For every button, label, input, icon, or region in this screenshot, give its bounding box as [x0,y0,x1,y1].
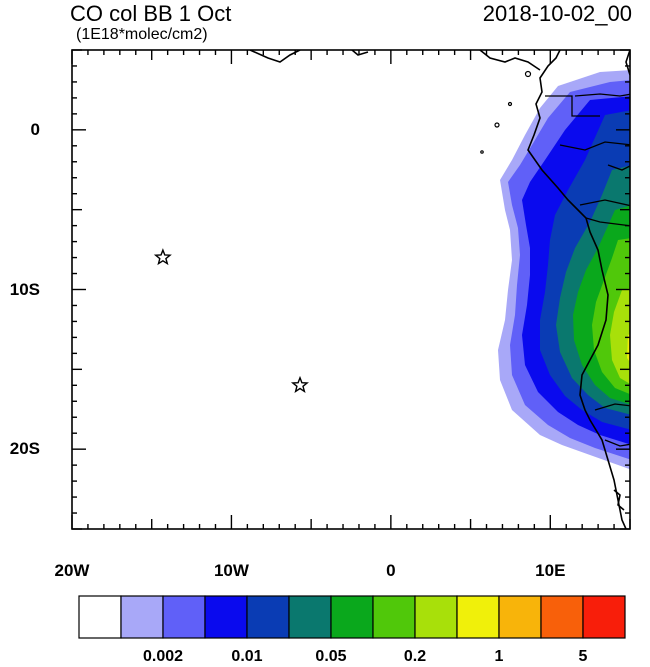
valid-time: 2018-10-02_00 [482,1,632,26]
longitude-label: 20W [54,561,90,580]
latitude-label: 0 [30,119,40,139]
colorbar-label: 0.002 [142,648,184,665]
colorbar-box [204,595,248,639]
colorbar [78,595,626,639]
longitude-label: 10W [213,561,249,580]
map-title: CO col BB 1 Oct [70,1,232,26]
colorbar-box [246,595,290,639]
small-islands [480,70,532,154]
longitude-label: 0 [386,561,396,580]
colorbar-box [120,595,164,639]
colorbar-label: 5 [578,648,588,665]
latitude-label: 20S [9,439,40,459]
co-plume-field [498,70,630,470]
colorbar-box [540,595,584,639]
coastline [249,50,630,529]
colorbar-box [288,595,332,639]
colorbar-label: 1 [494,648,504,665]
colorbar-box [456,595,500,639]
colorbar-box [330,595,374,639]
colorbar-box [582,595,626,639]
colorbar-box [372,595,416,639]
star-marker [290,375,309,394]
colorbar-box [162,595,206,639]
star-marker [153,248,172,266]
colorbar-box [78,595,122,639]
latitude-label: 10S [9,279,40,299]
plume-level-8 [610,288,630,384]
colorbar-box [414,595,458,639]
marker-layer [153,248,309,394]
colorbar-label: 0.01 [231,648,263,665]
axis-ticks [71,49,631,530]
colorbar-label: 0.05 [315,648,347,665]
colorbar-box [498,595,542,639]
colorbar-label: 0.2 [403,648,427,665]
country-borders [545,93,630,447]
longitude-label: 10E [535,561,566,580]
units-label: (1E18*molec/cm2) [76,26,208,43]
